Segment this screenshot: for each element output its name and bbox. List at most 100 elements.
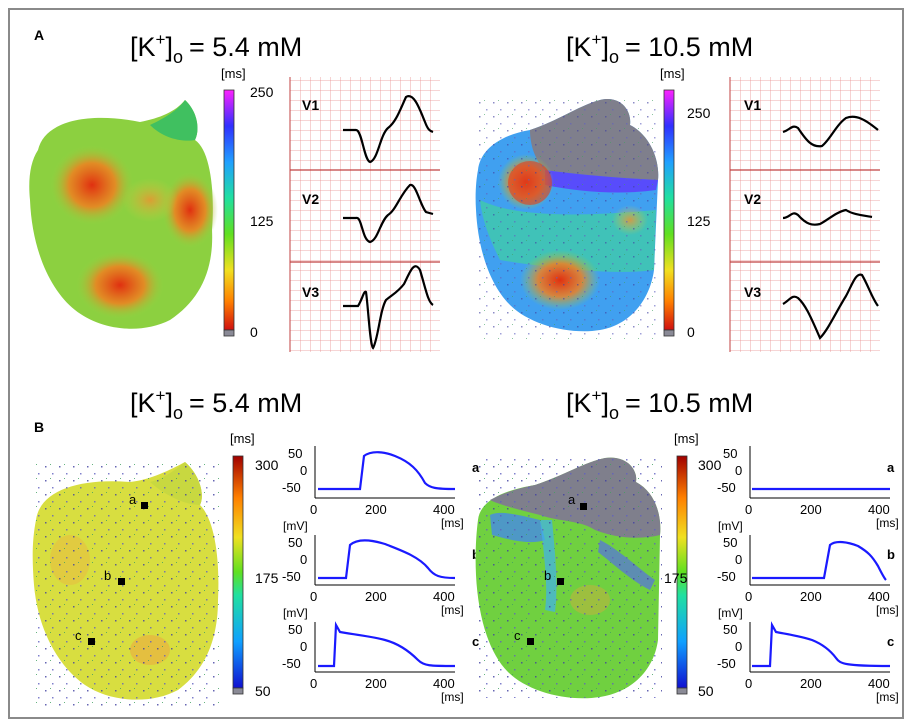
svg-text:b: b xyxy=(887,547,895,562)
svg-text:c: c xyxy=(472,634,479,649)
svg-text:[K+]o= 5.4 mM: [K+]o = 5.4 mM xyxy=(130,386,302,423)
svg-text:175: 175 xyxy=(255,570,279,586)
svg-text:400: 400 xyxy=(868,502,890,517)
panel-b-left-title: [K+]o = 5.4 mM xyxy=(130,386,302,423)
svg-text:200: 200 xyxy=(800,589,822,604)
heart-map-a-right xyxy=(475,99,660,340)
svg-text:[ms]: [ms] xyxy=(674,431,699,446)
svg-text:300: 300 xyxy=(698,457,722,473)
svg-text:400: 400 xyxy=(433,589,455,604)
svg-text:[ms]: [ms] xyxy=(230,431,255,446)
svg-text:50: 50 xyxy=(288,535,302,550)
svg-text:50: 50 xyxy=(288,622,302,637)
ecg-trace-v1 xyxy=(343,95,434,164)
svg-text:0: 0 xyxy=(745,502,752,517)
ap-plot-a-left: 50 0 -50 0 200 400 [ms] a xyxy=(282,446,480,530)
site-marker-c xyxy=(88,638,95,645)
svg-text:[K+]o= 5.4 mM: [K+]o = 5.4 mM xyxy=(130,30,302,67)
svg-text:50: 50 xyxy=(723,446,737,461)
svg-text:0: 0 xyxy=(745,676,752,691)
svg-text:c: c xyxy=(887,634,894,649)
svg-text:200: 200 xyxy=(365,589,387,604)
ecg-trace-v2 xyxy=(343,183,434,244)
lead-v1-label: V1 xyxy=(302,97,319,113)
svg-text:50: 50 xyxy=(723,622,737,637)
ecg-grid-a-right: V1 V2 V3 xyxy=(729,77,880,352)
svg-text:200: 200 xyxy=(800,502,822,517)
svg-text:0: 0 xyxy=(300,463,307,478)
svg-text:[ms]: [ms] xyxy=(876,603,899,617)
svg-text:a: a xyxy=(887,460,895,475)
svg-text:[ms]: [ms] xyxy=(441,603,464,617)
svg-text:-50: -50 xyxy=(282,656,301,671)
svg-text:0: 0 xyxy=(300,552,307,567)
figure-frame xyxy=(8,8,904,719)
heart-map-b-right: a b c xyxy=(475,457,662,699)
svg-text:a: a xyxy=(568,492,576,507)
ap-plot-b-right: [mV] 50 0 -50 0 200 400 [ms] b xyxy=(717,519,899,617)
svg-text:[ms]: [ms] xyxy=(660,66,685,81)
svg-text:50: 50 xyxy=(723,535,737,550)
panel-a-left-title: [K+]o = 5.4 mM xyxy=(130,30,302,67)
ecg-trace-v3 xyxy=(343,265,434,350)
ap-plot-a-right: 50 0 -50 0 200 400 [ms] a xyxy=(717,446,899,530)
colorbar-a-right: [ms] 250 125 0 xyxy=(660,66,711,340)
svg-text:50: 50 xyxy=(255,683,271,699)
svg-text:-50: -50 xyxy=(717,480,736,495)
svg-text:0: 0 xyxy=(735,552,742,567)
svg-text:c: c xyxy=(514,628,521,643)
svg-text:b: b xyxy=(104,568,111,583)
panel-a-right-title: [K+]o = 10.5 mM xyxy=(566,30,753,67)
svg-text:0: 0 xyxy=(250,324,258,340)
svg-text:50: 50 xyxy=(288,446,302,461)
svg-text:[ms]: [ms] xyxy=(441,516,464,530)
svg-text:125: 125 xyxy=(250,213,274,229)
svg-text:175: 175 xyxy=(664,570,688,586)
svg-text:0: 0 xyxy=(310,502,317,517)
heart-map-b-left: a b c xyxy=(32,462,220,707)
svg-text:0: 0 xyxy=(735,639,742,654)
panel-b-right-title: [K+]o = 10.5 mM xyxy=(566,386,753,423)
svg-text:-50: -50 xyxy=(282,569,301,584)
svg-text:300: 300 xyxy=(255,457,279,473)
svg-text:a: a xyxy=(472,460,480,475)
panel-a-label: A xyxy=(34,27,44,43)
svg-text:[K+]o= 10.5 mM: [K+]o = 10.5 mM xyxy=(566,30,753,67)
ap-plots-b-left: 50 0 -50 0 200 400 [ms] a [mV] 50 0 -50 … xyxy=(282,446,480,704)
svg-text:400: 400 xyxy=(868,589,890,604)
svg-text:200: 200 xyxy=(365,676,387,691)
ap-plot-c-left: [mV] 50 0 -50 0 200 400 [ms] c xyxy=(282,606,479,704)
svg-text:250: 250 xyxy=(687,105,711,121)
ap-plot-c-right: [mV] 50 0 -50 0 200 400 [ms] c xyxy=(717,606,899,704)
lead-v2-label: V2 xyxy=(302,191,319,207)
svg-text:V1: V1 xyxy=(744,97,761,113)
svg-text:[mV]: [mV] xyxy=(283,606,308,620)
site-marker-a xyxy=(141,502,148,509)
svg-text:c: c xyxy=(75,628,82,643)
colorbar-b-left: [ms] 300 175 50 xyxy=(230,431,279,699)
svg-text:200: 200 xyxy=(800,676,822,691)
svg-text:-50: -50 xyxy=(717,569,736,584)
panel-b-label: B xyxy=(34,419,44,435)
svg-text:V3: V3 xyxy=(744,284,761,300)
svg-text:b: b xyxy=(544,568,551,583)
site-marker-b xyxy=(118,578,125,585)
svg-text:0: 0 xyxy=(310,589,317,604)
svg-text:250: 250 xyxy=(250,84,274,100)
svg-text:0: 0 xyxy=(687,324,695,340)
svg-text:50: 50 xyxy=(698,683,714,699)
svg-text:0: 0 xyxy=(310,676,317,691)
svg-text:400: 400 xyxy=(433,502,455,517)
svg-text:-50: -50 xyxy=(282,480,301,495)
svg-text:a: a xyxy=(129,492,137,507)
colorbar-a-left: [ms] 250 125 0 xyxy=(221,66,274,340)
svg-text:[K+]o= 10.5 mM: [K+]o = 10.5 mM xyxy=(566,386,753,423)
svg-text:[mV]: [mV] xyxy=(718,606,743,620)
ap-plot-b-left: [mV] 50 0 -50 0 200 400 [ms] b xyxy=(282,519,480,617)
lead-v3-label: V3 xyxy=(302,284,319,300)
svg-text:0: 0 xyxy=(735,463,742,478)
svg-text:400: 400 xyxy=(433,676,455,691)
svg-text:[ms]: [ms] xyxy=(876,690,899,704)
ecg-grid-a-left: V1 V2 V3 xyxy=(289,77,440,352)
